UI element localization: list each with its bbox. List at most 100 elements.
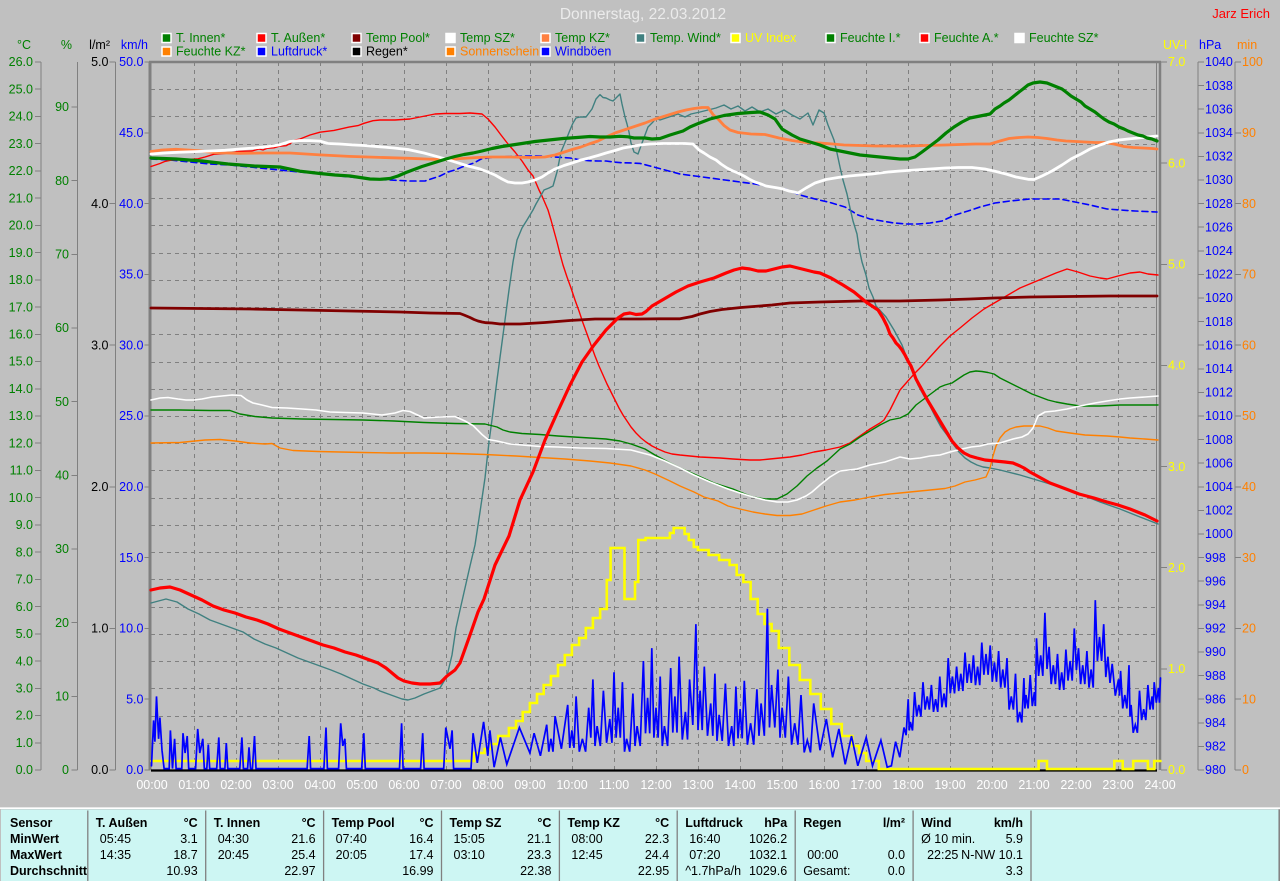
- svg-text:Temp Pool*: Temp Pool*: [366, 31, 430, 45]
- svg-text:60: 60: [55, 321, 69, 335]
- svg-text:1016: 1016: [1205, 338, 1233, 352]
- svg-text:988: 988: [1205, 669, 1226, 683]
- svg-text:Donnerstag, 22.03.2012: Donnerstag, 22.03.2012: [560, 6, 726, 23]
- svg-text:UV Index: UV Index: [745, 31, 797, 45]
- svg-text:Gesamt:: Gesamt:: [803, 864, 850, 878]
- svg-text:12.0: 12.0: [9, 436, 33, 450]
- svg-text:30.0: 30.0: [119, 338, 143, 352]
- svg-text:25.0: 25.0: [9, 82, 33, 96]
- svg-text:2.0: 2.0: [91, 480, 108, 494]
- svg-text:20.0: 20.0: [9, 219, 33, 233]
- svg-text:MinWert: MinWert: [10, 832, 60, 846]
- svg-text:0.0: 0.0: [888, 848, 905, 862]
- svg-text:90: 90: [55, 100, 69, 114]
- svg-text:15:05: 15:05: [454, 832, 485, 846]
- svg-text:22:00: 22:00: [1060, 778, 1091, 792]
- svg-text:0.0: 0.0: [1168, 763, 1185, 777]
- svg-text:60: 60: [1242, 338, 1256, 352]
- svg-text:40: 40: [1242, 480, 1256, 494]
- svg-text:0.0: 0.0: [888, 864, 905, 878]
- svg-text:1028: 1028: [1205, 197, 1233, 211]
- svg-text:1012: 1012: [1205, 386, 1233, 400]
- svg-text:1018: 1018: [1205, 315, 1233, 329]
- svg-text:30: 30: [1242, 551, 1256, 565]
- svg-text:07:00: 07:00: [430, 778, 461, 792]
- svg-text:12:00: 12:00: [640, 778, 671, 792]
- svg-text:0: 0: [62, 763, 69, 777]
- svg-text:hPa: hPa: [764, 816, 788, 830]
- svg-text:12:45: 12:45: [571, 848, 602, 862]
- svg-text:35.0: 35.0: [119, 268, 143, 282]
- svg-text:14.0: 14.0: [9, 382, 33, 396]
- svg-text:°C: °C: [17, 38, 31, 52]
- svg-text:T. Außen*: T. Außen*: [271, 31, 325, 45]
- svg-text:02:00: 02:00: [220, 778, 251, 792]
- svg-text:19.0: 19.0: [9, 246, 33, 260]
- svg-text:992: 992: [1205, 622, 1226, 636]
- svg-text:Luftdruck*: Luftdruck*: [271, 45, 327, 59]
- svg-text:08:00: 08:00: [571, 832, 602, 846]
- svg-text:3.0: 3.0: [16, 682, 33, 696]
- svg-text:T. Innen*: T. Innen*: [176, 31, 225, 45]
- svg-text:Sonnenschein: Sonnenschein: [460, 45, 539, 59]
- svg-text:40.0: 40.0: [119, 197, 143, 211]
- svg-text:40: 40: [55, 469, 69, 483]
- svg-text:6.0: 6.0: [1168, 156, 1185, 170]
- svg-text:l/m²: l/m²: [89, 38, 110, 52]
- svg-text:1022: 1022: [1205, 268, 1233, 282]
- svg-text:2.0: 2.0: [1168, 561, 1185, 575]
- svg-text:17.0: 17.0: [9, 300, 33, 314]
- svg-text:1029.6: 1029.6: [749, 864, 787, 878]
- svg-text:19:00: 19:00: [934, 778, 965, 792]
- svg-text:0.0: 0.0: [16, 763, 33, 777]
- svg-text:14:35: 14:35: [100, 848, 131, 862]
- svg-text:Sensor: Sensor: [10, 816, 53, 830]
- svg-text:km/h: km/h: [121, 38, 148, 52]
- svg-text:Temp KZ: Temp KZ: [567, 816, 620, 830]
- svg-text:0.0: 0.0: [91, 763, 108, 777]
- svg-text:6.0: 6.0: [16, 600, 33, 614]
- svg-text:26.0: 26.0: [9, 55, 33, 69]
- svg-text:3.0: 3.0: [1168, 460, 1185, 474]
- svg-text:17:00: 17:00: [850, 778, 881, 792]
- svg-text:Luftdruck: Luftdruck: [685, 816, 743, 830]
- svg-text:21.0: 21.0: [9, 191, 33, 205]
- svg-text:Temp SZ: Temp SZ: [450, 816, 502, 830]
- svg-text:00:00: 00:00: [136, 778, 167, 792]
- svg-text:0: 0: [1242, 763, 1249, 777]
- svg-text:23.0: 23.0: [9, 137, 33, 151]
- svg-text:1034: 1034: [1205, 126, 1233, 140]
- svg-text:03:00: 03:00: [262, 778, 293, 792]
- svg-text:01:00: 01:00: [178, 778, 209, 792]
- svg-text:Feuchte I.*: Feuchte I.*: [840, 31, 901, 45]
- svg-text:5.9: 5.9: [1006, 832, 1023, 846]
- svg-text:2.0: 2.0: [16, 709, 33, 723]
- svg-text:16:00: 16:00: [808, 778, 839, 792]
- svg-text:23.3: 23.3: [527, 848, 551, 862]
- svg-text:11:00: 11:00: [599, 778, 629, 792]
- svg-text:3.3: 3.3: [1006, 864, 1023, 878]
- svg-text:22.3: 22.3: [645, 832, 669, 846]
- svg-text:1000: 1000: [1205, 527, 1233, 541]
- svg-text:20.0: 20.0: [119, 480, 143, 494]
- svg-text:1038: 1038: [1205, 79, 1233, 93]
- svg-text:1040: 1040: [1205, 55, 1233, 69]
- svg-text:1036: 1036: [1205, 102, 1233, 116]
- svg-text:50.0: 50.0: [119, 55, 143, 69]
- svg-text:90: 90: [1242, 126, 1256, 140]
- svg-text:Feuchte KZ*: Feuchte KZ*: [176, 45, 246, 59]
- svg-text:1014: 1014: [1205, 362, 1233, 376]
- svg-text:13:00: 13:00: [682, 778, 713, 792]
- svg-text:1026: 1026: [1205, 220, 1233, 234]
- svg-text:22.0: 22.0: [9, 164, 33, 178]
- svg-text:Temp SZ*: Temp SZ*: [460, 31, 515, 45]
- svg-text:998: 998: [1205, 551, 1226, 565]
- svg-text:9.0: 9.0: [16, 518, 33, 532]
- svg-text:Feuchte SZ*: Feuchte SZ*: [1029, 31, 1099, 45]
- svg-text:24:00: 24:00: [1144, 778, 1175, 792]
- svg-text:1.0: 1.0: [1168, 662, 1185, 676]
- svg-text:UV-I: UV-I: [1163, 38, 1187, 52]
- svg-text:10: 10: [1242, 692, 1256, 706]
- svg-text:°C: °C: [537, 816, 551, 830]
- svg-text:16.4: 16.4: [409, 832, 433, 846]
